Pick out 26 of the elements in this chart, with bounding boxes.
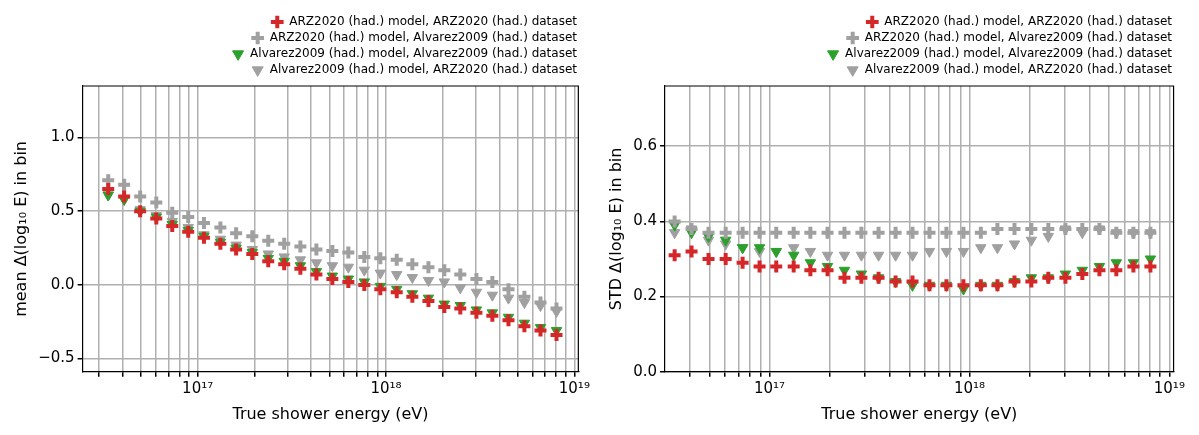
- y-tick-label: 0.6: [633, 136, 658, 155]
- legend-label: ARZ2020 (had.) model, ARZ2020 (had.) dataset: [289, 14, 578, 29]
- legend-label: Alvarez2009 (had.) model, ARZ2020 (had.) dataset: [864, 62, 1173, 77]
- legend-label: Alvarez2009 (had.) model, ARZ2020 (had.) dataset: [269, 62, 578, 77]
- legend-label: Alvarez2009 (had.) model, Alvarez2009 (had.) dataset: [250, 46, 578, 61]
- y-tick-label: 0.2: [633, 286, 658, 305]
- legend-label: ARZ2020 (had.) model, Alvarez2009 (had.) dataset: [864, 30, 1173, 45]
- x-axis-title: True shower energy (eV): [820, 403, 1018, 423]
- x-tick-label: 10¹⁹: [1153, 378, 1185, 397]
- y-tick-label: 1.0: [50, 127, 75, 146]
- legend-label: Alvarez2009 (had.) model, Alvarez2009 (had.) dataset: [845, 46, 1173, 61]
- x-tick-label: 10¹⁸: [953, 378, 986, 397]
- legend-label: ARZ2020 (had.) model, Alvarez2009 (had.) dataset: [269, 30, 578, 45]
- x-tick-label: 10¹⁷: [754, 378, 786, 397]
- y-tick-label: −0.5: [38, 348, 75, 367]
- x-tick-label: 10¹⁸: [370, 378, 402, 397]
- y-tick-label: 0.4: [633, 211, 658, 230]
- legend-label: ARZ2020 (had.) model, ARZ2020 (had.) dataset: [884, 14, 1173, 29]
- y-axis-title: mean Δ(log₁₀ E) in bin: [10, 140, 30, 317]
- x-axis-title: True shower energy (eV): [231, 403, 429, 423]
- y-tick-label: 0.0: [633, 361, 658, 380]
- y-tick-label: 0.0: [50, 274, 75, 293]
- y-tick-label: 0.5: [50, 201, 75, 220]
- x-tick-label: 10¹⁹: [558, 378, 590, 397]
- y-axis-title: STD Δ(log₁₀ E) in bin: [605, 147, 625, 311]
- x-tick-label: 10¹⁷: [182, 378, 214, 397]
